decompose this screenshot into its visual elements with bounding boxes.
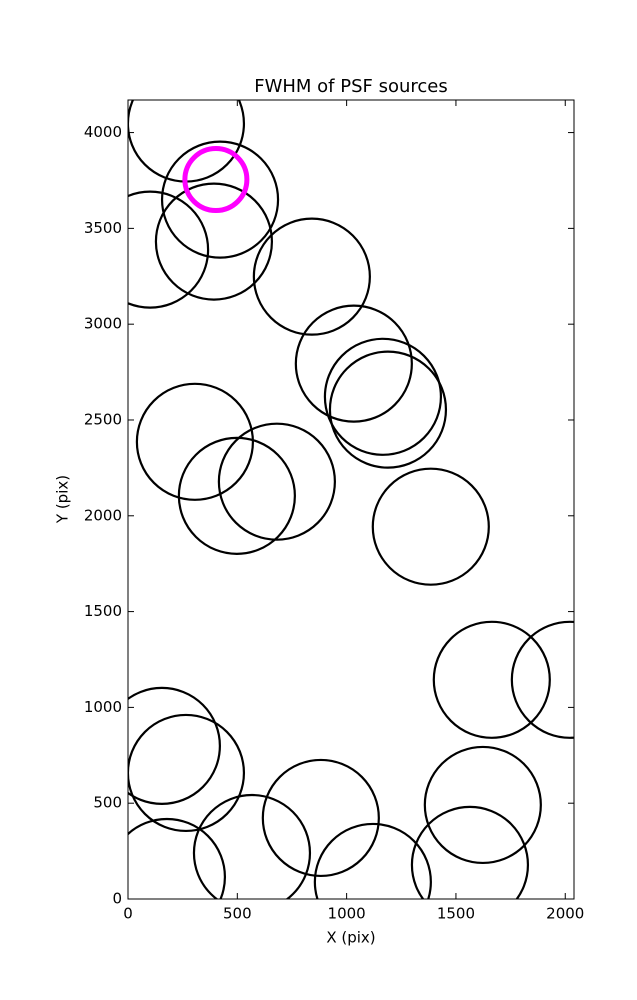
source-marker [160, 140, 280, 259]
source-marker [510, 620, 574, 739]
source-marker [128, 686, 221, 805]
source-marker [128, 713, 246, 833]
x-tick-label: 0 [123, 905, 133, 923]
y-tick-label: 2000 [84, 506, 122, 524]
source-marker [182, 146, 250, 214]
y-tick-label: 2500 [84, 410, 122, 428]
source-marker [294, 304, 413, 423]
y-tick-label: 3500 [84, 219, 122, 237]
source-marker [432, 620, 551, 739]
plot-frame [127, 99, 575, 900]
y-axis-label: Y (pix) [54, 475, 72, 524]
source-marker [371, 467, 490, 586]
y-tick-label: 1500 [84, 602, 122, 620]
x-tick-label: 2000 [546, 905, 584, 923]
source-marker [192, 793, 312, 899]
source-marker [261, 758, 380, 878]
source-marker [128, 817, 226, 899]
source-marker [135, 382, 254, 501]
plot-area [128, 100, 574, 899]
source-marker [323, 337, 443, 456]
source-marker [252, 217, 371, 336]
source-marker [423, 745, 542, 865]
source-marker [154, 182, 274, 301]
chart-title: FWHM of PSF sources [254, 76, 448, 97]
y-tick-label: 4000 [84, 123, 122, 141]
y-tick-label: 3000 [84, 315, 122, 333]
source-marker [128, 100, 246, 183]
source-marker [128, 190, 210, 309]
source-marker [217, 422, 336, 541]
x-tick-label: 500 [223, 905, 252, 923]
x-axis-label: X (pix) [326, 929, 375, 947]
x-tick-label: 1000 [328, 905, 366, 923]
source-marker [313, 822, 432, 899]
source-marker [328, 350, 448, 469]
y-tick-label: 1000 [84, 698, 122, 716]
y-tick-label: 0 [112, 890, 122, 908]
source-marker [410, 805, 530, 899]
x-tick-label: 1500 [437, 905, 475, 923]
y-tick-label: 500 [93, 794, 122, 812]
source-marker [177, 436, 296, 555]
